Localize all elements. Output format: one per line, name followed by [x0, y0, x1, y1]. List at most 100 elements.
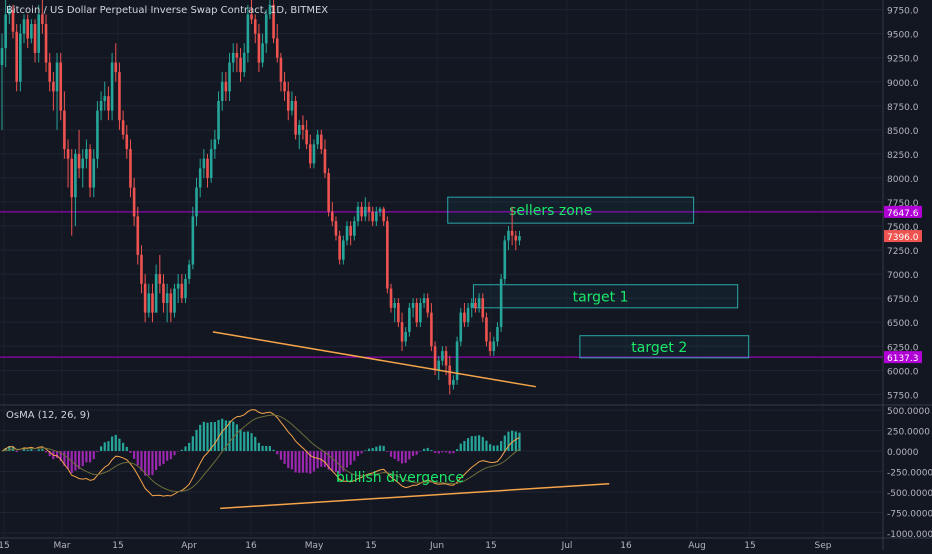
candle-body[interactable]	[92, 158, 96, 188]
candle-body[interactable]	[187, 264, 191, 279]
candle-body[interactable]	[44, 24, 48, 63]
candle-body[interactable]	[151, 293, 154, 313]
candle-body[interactable]	[286, 91, 290, 111]
candle-body[interactable]	[206, 158, 209, 178]
candle-body[interactable]	[499, 278, 503, 328]
candle-body[interactable]	[143, 283, 147, 313]
candle-body[interactable]	[4, 14, 7, 49]
candle-body[interactable]	[70, 158, 74, 198]
candle-body[interactable]	[162, 283, 165, 303]
candle-body[interactable]	[173, 288, 176, 313]
candle-body[interactable]	[8, 9, 11, 15]
candle-body[interactable]	[15, 31, 18, 82]
candle-body[interactable]	[55, 62, 59, 92]
candle-body[interactable]	[466, 307, 470, 323]
candle-body[interactable]	[319, 134, 323, 150]
candle-body[interactable]	[209, 149, 213, 178]
candle-body[interactable]	[492, 341, 496, 352]
candle-body[interactable]	[26, 19, 29, 39]
candle-body[interactable]	[169, 293, 173, 313]
candle-body[interactable]	[411, 303, 415, 308]
candle-body[interactable]	[389, 288, 393, 308]
candle-body[interactable]	[327, 173, 330, 212]
candle-body[interactable]	[154, 274, 158, 313]
candle-body[interactable]	[404, 331, 407, 342]
candle-body[interactable]	[147, 293, 151, 313]
candle-body[interactable]	[107, 96, 110, 111]
candle-body[interactable]	[342, 240, 345, 260]
candle-body[interactable]	[246, 14, 250, 53]
candle-body[interactable]	[488, 341, 492, 352]
candle-body[interactable]	[275, 38, 279, 58]
candle-body[interactable]	[400, 322, 404, 342]
candle-body[interactable]	[386, 221, 389, 289]
candle-body[interactable]	[198, 168, 202, 188]
candle-body[interactable]	[224, 81, 228, 92]
candle-body[interactable]	[165, 293, 169, 303]
candle-body[interactable]	[132, 187, 136, 217]
candle-body[interactable]	[367, 206, 371, 212]
candle-body[interactable]	[239, 57, 242, 73]
candle-body[interactable]	[393, 303, 396, 308]
candle-body[interactable]	[74, 153, 77, 198]
candle-body[interactable]	[121, 120, 125, 135]
candle-body[interactable]	[514, 235, 518, 241]
candle-body[interactable]	[213, 139, 217, 150]
candle-body[interactable]	[426, 298, 430, 313]
candle-body[interactable]	[59, 62, 63, 111]
candle-body[interactable]	[444, 351, 448, 366]
candle-body[interactable]	[349, 226, 352, 236]
candle-body[interactable]	[485, 317, 488, 342]
candle-body[interactable]	[422, 298, 426, 303]
candle-body[interactable]	[283, 81, 286, 92]
candle-body[interactable]	[158, 274, 162, 284]
candle-body[interactable]	[415, 303, 419, 323]
candle-body[interactable]	[253, 19, 257, 34]
candle-body[interactable]	[30, 24, 33, 39]
candle-body[interactable]	[103, 96, 107, 101]
candle-body[interactable]	[22, 19, 26, 34]
candle-body[interactable]	[510, 230, 514, 236]
candle-body[interactable]	[437, 360, 441, 371]
candle-body[interactable]	[455, 341, 459, 380]
candle-body[interactable]	[33, 24, 37, 53]
candle-body[interactable]	[191, 216, 195, 265]
zone-box[interactable]	[447, 196, 695, 224]
candle-body[interactable]	[338, 235, 341, 260]
candle-body[interactable]	[261, 43, 264, 63]
candle-body[interactable]	[448, 365, 452, 385]
candle-body[interactable]	[77, 153, 81, 169]
candle-body[interactable]	[474, 303, 477, 308]
candle-body[interactable]	[419, 303, 422, 323]
candle-body[interactable]	[235, 52, 239, 58]
candle-body[interactable]	[118, 72, 121, 121]
candle-body[interactable]	[294, 101, 297, 135]
candle-body[interactable]	[52, 81, 55, 92]
candle-body[interactable]	[231, 52, 235, 63]
candle-body[interactable]	[48, 62, 52, 82]
candle-body[interactable]	[397, 303, 400, 323]
candle-body[interactable]	[250, 14, 253, 20]
candle-body[interactable]	[312, 144, 316, 164]
candle-body[interactable]	[503, 240, 507, 279]
candle-body[interactable]	[268, 4, 272, 15]
candle-body[interactable]	[114, 62, 118, 73]
zone-box[interactable]	[472, 284, 739, 309]
candle-body[interactable]	[96, 110, 99, 159]
candle-body[interactable]	[99, 101, 103, 111]
candle-body[interactable]	[0, 48, 4, 65]
candle-body[interactable]	[220, 81, 224, 101]
candle-body[interactable]	[136, 216, 140, 255]
candle-body[interactable]	[125, 134, 129, 150]
candle-body[interactable]	[37, 14, 40, 53]
candle-body[interactable]	[66, 149, 70, 159]
candle-body[interactable]	[507, 230, 510, 241]
candle-body[interactable]	[257, 33, 261, 63]
candle-body[interactable]	[452, 379, 455, 385]
candle-body[interactable]	[364, 206, 367, 217]
candle-body[interactable]	[518, 236, 521, 241]
candle-body[interactable]	[140, 254, 143, 284]
candle-body[interactable]	[360, 206, 363, 217]
candle-body[interactable]	[331, 211, 334, 222]
